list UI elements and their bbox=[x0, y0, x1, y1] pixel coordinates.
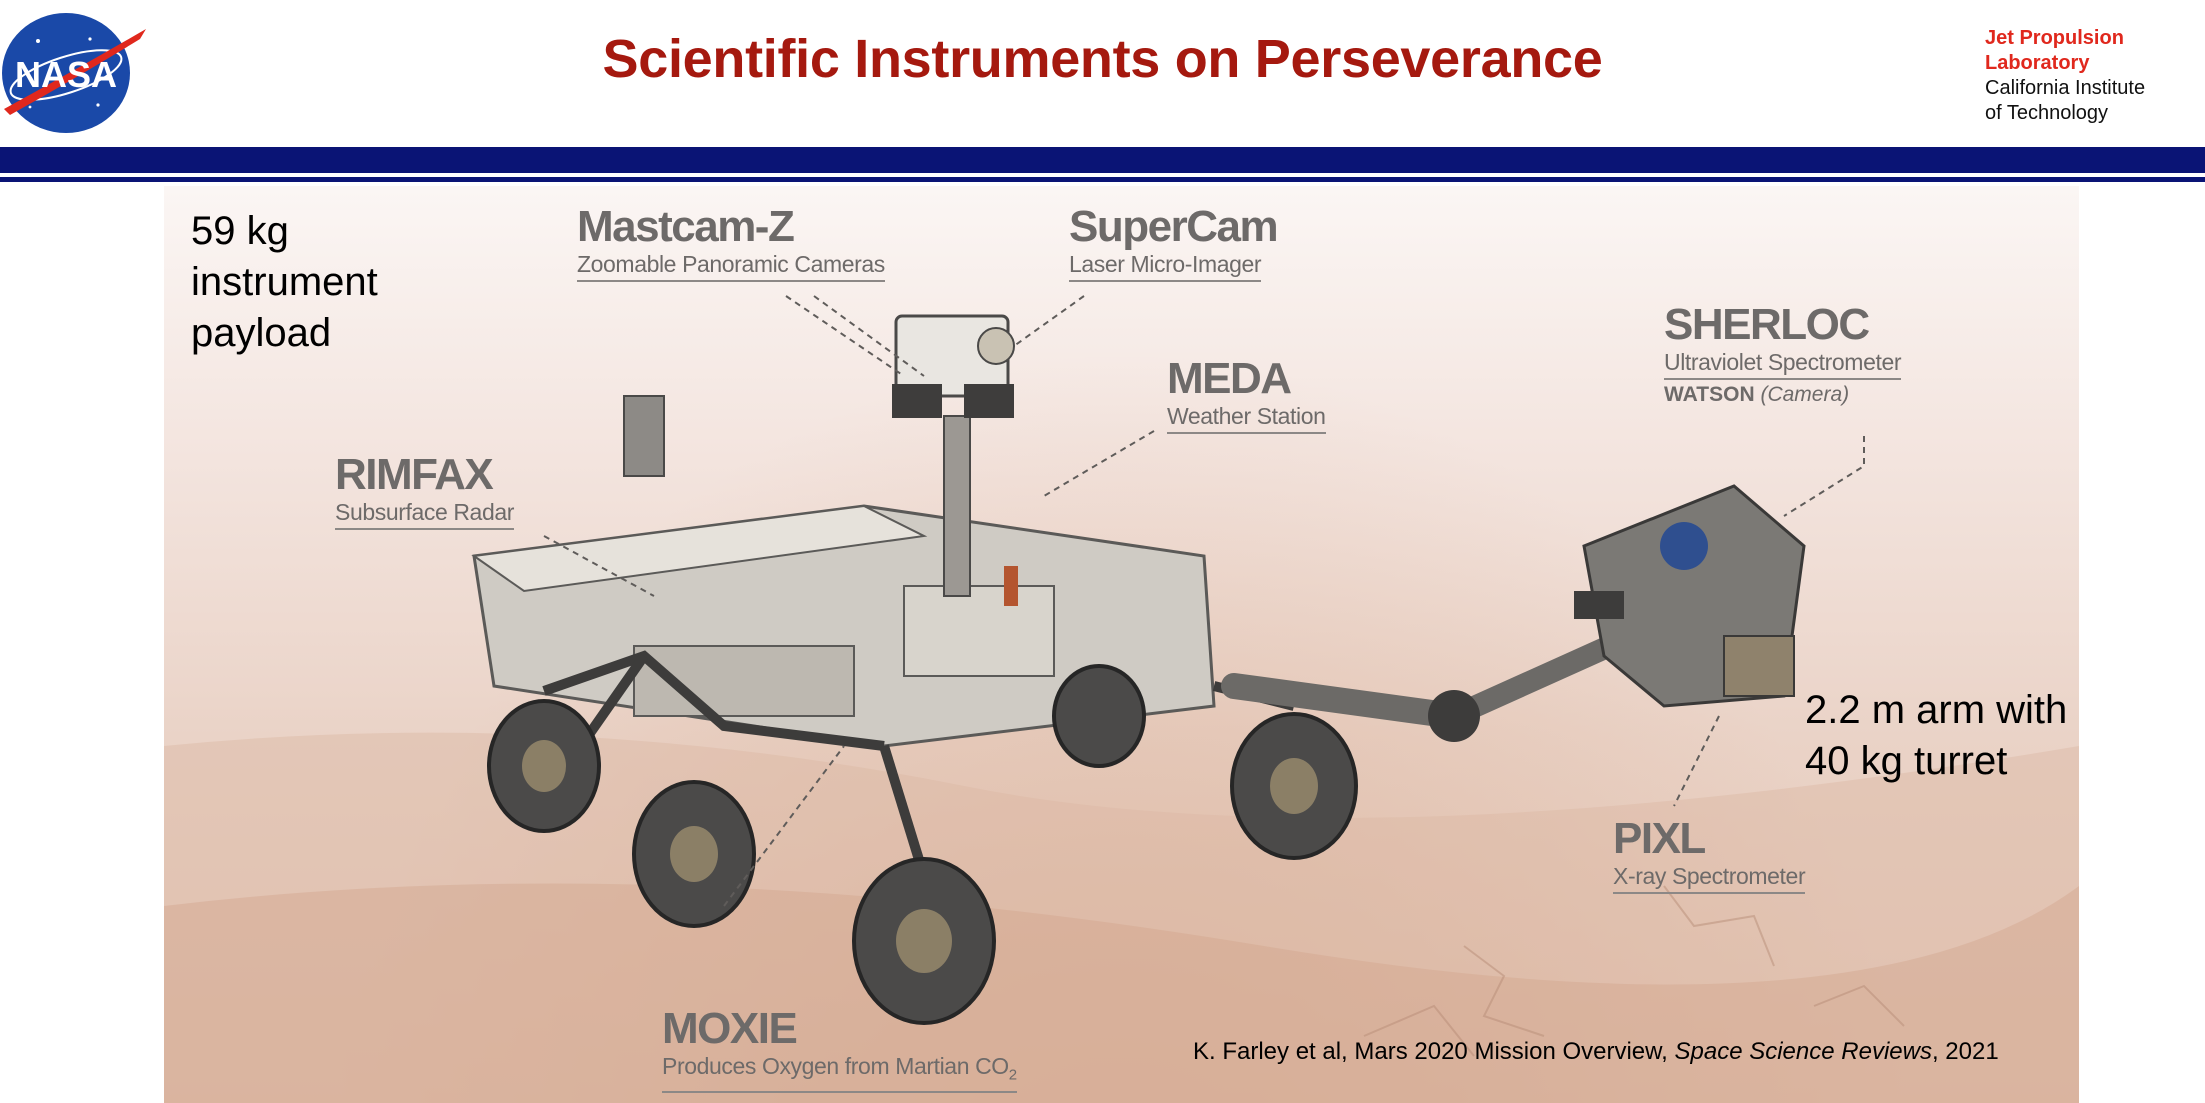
moxie-desc-subscript: 2 bbox=[1008, 1066, 1017, 1084]
moxie-desc: Produces Oxygen from Martian CO2 bbox=[662, 1052, 1017, 1093]
slide-title: Scientific Instruments on Perseverance bbox=[602, 29, 1603, 89]
nasa-meatball-logo: NASA bbox=[2, 13, 146, 133]
label-pixl: PIXL X-ray Spectrometer bbox=[1613, 814, 1806, 894]
rover-body bbox=[471, 395, 1216, 748]
payload-note: 59 kg instrument payload bbox=[191, 206, 378, 359]
moxie-desc-text: Produces Oxygen from Martian CO bbox=[662, 1053, 1009, 1079]
supercam-desc: Laser Micro-Imager bbox=[1069, 250, 1262, 282]
rover-illustration: 59 kg instrument payload Mastcam-Z Zooma… bbox=[164, 186, 2079, 1103]
jpl-caltech-logo: Jet Propulsion Laboratory California Ins… bbox=[1985, 26, 2145, 126]
jpl-line-1: Jet Propulsion bbox=[1985, 27, 2124, 49]
pixl-name: PIXL bbox=[1613, 814, 1706, 863]
label-moxie: MOXIE Produces Oxygen from Martian CO2 bbox=[662, 1006, 1017, 1093]
watson-desc: (Camera) bbox=[1760, 383, 1850, 406]
caltech-line-2: of Technology bbox=[1985, 102, 2109, 124]
leader-lines bbox=[543, 295, 1865, 907]
label-rimfax: RIMFAX Subsurface Radar bbox=[335, 452, 514, 530]
citation-suffix: , 2021 bbox=[1931, 1038, 1999, 1065]
supercam-name: SuperCam bbox=[1069, 202, 1279, 251]
meda-desc: Weather Station bbox=[1167, 402, 1326, 434]
robotic-arm bbox=[1221, 484, 1806, 742]
nasa-logo-text: NASA bbox=[15, 54, 117, 95]
label-sherloc: SHERLOC Ultraviolet Spectrometer WATSON … bbox=[1664, 300, 1902, 410]
payload-line-1: 59 kg bbox=[191, 209, 289, 253]
header-divider-thick bbox=[0, 147, 2205, 173]
arm-line-2: 40 kg turret bbox=[1805, 739, 2008, 783]
citation: K. Farley et al, Mars 2020 Mission Overv… bbox=[1193, 1038, 1999, 1066]
citation-journal: Space Science Reviews bbox=[1674, 1038, 1932, 1065]
meda-name: MEDA bbox=[1167, 354, 1292, 403]
payload-line-2: instrument bbox=[191, 260, 378, 304]
watson-label: WATSON (Camera) bbox=[1664, 380, 1901, 410]
header-divider-thin bbox=[0, 177, 2205, 182]
label-supercam: SuperCam Laser Micro-Imager bbox=[1069, 202, 1279, 282]
mastcamz-desc: Zoomable Panoramic Cameras bbox=[577, 250, 885, 282]
citation-prefix: K. Farley et al, Mars 2020 Mission Overv… bbox=[1193, 1038, 1675, 1065]
mastcamz-name: Mastcam-Z bbox=[577, 202, 795, 251]
watson-name: WATSON bbox=[1664, 383, 1755, 406]
sherloc-desc: Ultraviolet Spectrometer bbox=[1664, 348, 1902, 380]
jpl-line-2: Laboratory bbox=[1985, 52, 2090, 74]
payload-line-3: payload bbox=[191, 311, 332, 355]
label-meda: MEDA Weather Station bbox=[1167, 356, 1326, 434]
rover-drawing bbox=[164, 295, 2079, 1103]
rimfax-desc: Subsurface Radar bbox=[335, 498, 514, 530]
arm-line-1: 2.2 m arm with bbox=[1805, 688, 2068, 732]
caltech-line-1: California Institute bbox=[1985, 77, 2146, 99]
label-mastcamz: Mastcam-Z Zoomable Panoramic Cameras bbox=[577, 204, 885, 282]
rimfax-name: RIMFAX bbox=[335, 450, 494, 499]
sherloc-name: SHERLOC bbox=[1664, 300, 1870, 349]
slide-header: NASA Scientific Instruments on Persevera… bbox=[0, 0, 2205, 146]
moxie-name: MOXIE bbox=[662, 1004, 798, 1053]
pixl-desc: X-ray Spectrometer bbox=[1613, 862, 1806, 894]
arm-note: 2.2 m arm with 40 kg turret bbox=[1805, 685, 2067, 787]
rover-wheels bbox=[487, 664, 1358, 1025]
